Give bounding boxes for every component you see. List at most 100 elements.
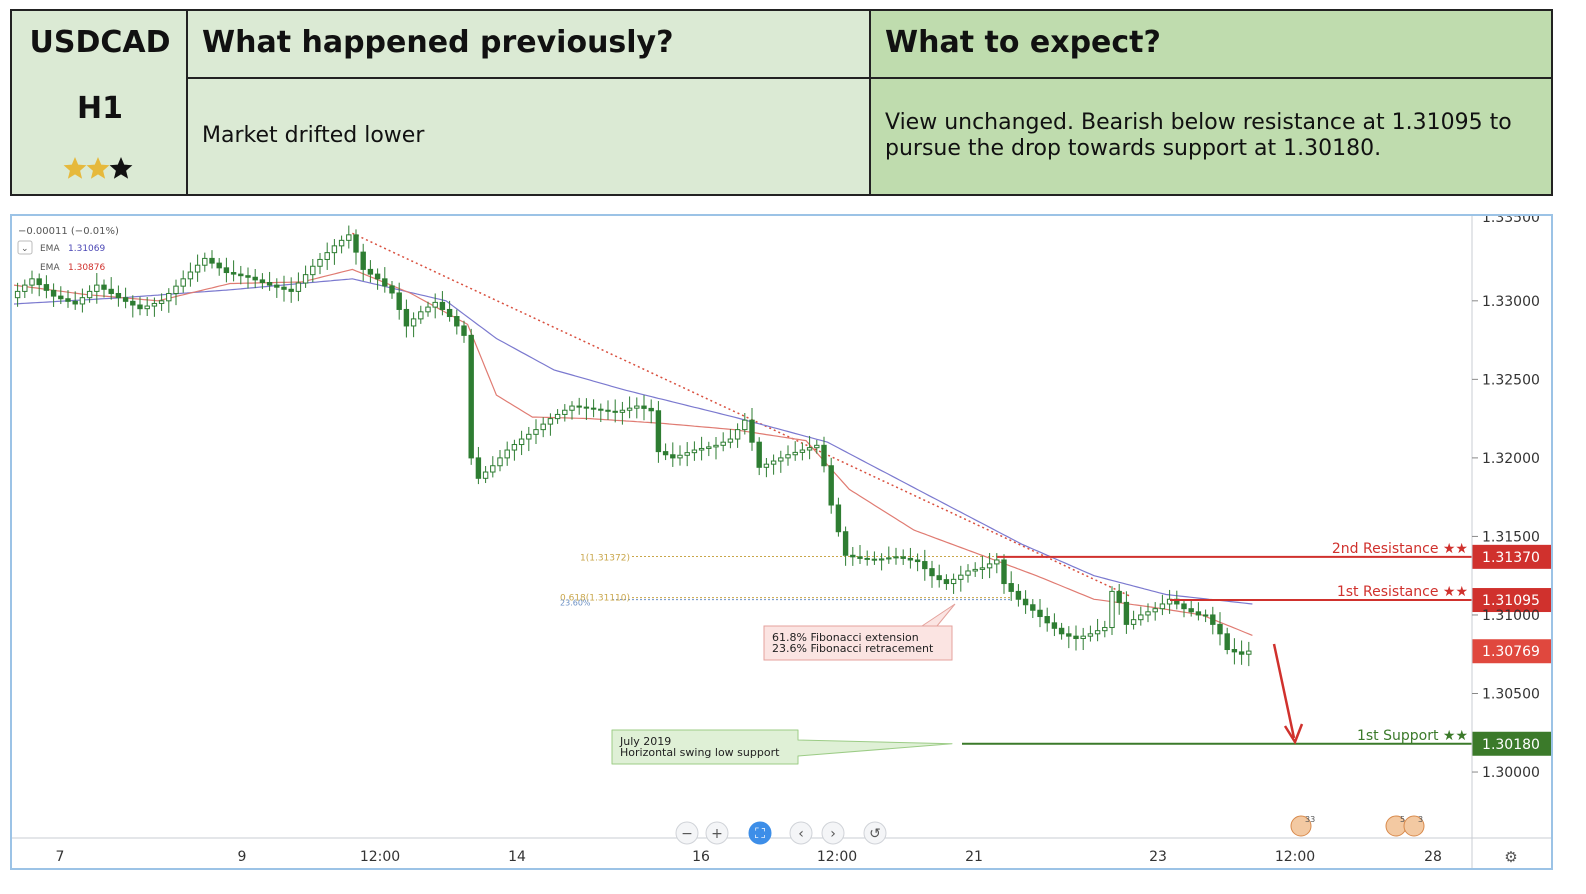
level-price-label: 1.31370 <box>1482 550 1540 566</box>
candle-body <box>770 460 777 465</box>
scroll-left-button[interactable] <box>789 821 813 845</box>
candle-body <box>223 267 230 274</box>
candle-body <box>893 556 899 559</box>
candle-body <box>828 465 834 506</box>
fib-callout-line2: 23.6% Fibonacci retracement <box>772 642 934 655</box>
current-price-label: 1.30769 <box>1482 644 1540 660</box>
settings-gear-icon[interactable]: ⚙ <box>1504 848 1517 866</box>
candle-body <box>749 419 755 443</box>
legend-collapse-button[interactable] <box>17 240 33 255</box>
x-tick-label: 16 <box>692 849 710 865</box>
candle-body <box>50 289 57 297</box>
candle-body <box>1073 635 1079 640</box>
candle-body <box>367 268 374 275</box>
candle-body <box>94 284 100 292</box>
candle-body <box>886 557 892 560</box>
candle-body <box>310 265 316 276</box>
candle-body <box>1087 633 1094 637</box>
fib-callout-line1: 61.8% Fibonacci extension <box>772 631 919 644</box>
candle-body <box>338 239 345 247</box>
candle-body <box>1008 583 1014 592</box>
expect-heading-cell: What to expect? <box>871 11 1551 79</box>
candle-body <box>1210 614 1216 625</box>
candle-body <box>1030 604 1036 611</box>
symbol-cell: USDCAD H1 <box>12 11 188 194</box>
level-price-badge <box>1472 731 1551 756</box>
candle-body <box>216 262 222 269</box>
candle-body <box>137 304 143 310</box>
candle-body <box>317 258 323 267</box>
candle-body <box>194 264 201 273</box>
candle-body <box>986 563 993 569</box>
zoom-in-icon: + <box>711 826 723 842</box>
candle-body <box>1145 611 1151 616</box>
level-name: 2nd Resistance ★★ <box>1332 541 1468 557</box>
expect-heading: What to expect? <box>885 25 1161 60</box>
candle-body <box>151 302 158 307</box>
candle-body <box>583 406 590 409</box>
level-price-label: 1.30180 <box>1482 737 1540 753</box>
candle-body <box>1181 603 1187 610</box>
candle-body <box>230 272 237 275</box>
reset-scale-button[interactable] <box>748 821 772 845</box>
candle-body <box>569 405 575 411</box>
candle-body <box>468 334 474 459</box>
legend-change: −0.00011 (−0.01%) <box>18 226 119 237</box>
previous-heading: What happened previously? <box>202 25 674 60</box>
candle-body <box>648 407 654 412</box>
candle-body <box>490 465 496 473</box>
candle-body <box>238 273 244 277</box>
economic-event-flag-icon[interactable] <box>1403 815 1425 837</box>
timeframe: H1 <box>77 91 123 126</box>
candle-body <box>958 574 964 580</box>
candle-body <box>187 271 194 280</box>
candle-body <box>814 444 820 449</box>
candle-body <box>763 463 770 468</box>
candle-body <box>389 285 395 294</box>
candle-body <box>684 452 690 456</box>
candle-body <box>842 531 849 556</box>
candle-body <box>180 278 186 287</box>
chart-svg[interactable]: 1(1.31372) 0.618(1.31110)23.60% 2nd Resis… <box>12 216 1551 868</box>
current-price-badge <box>1472 639 1551 664</box>
reset-chart-button[interactable] <box>863 821 887 845</box>
fib-extension-618-label: 0.618(1.31110) <box>560 594 630 604</box>
y-tick-label: 1.31500 <box>1482 529 1540 545</box>
price-chart[interactable]: 1(1.31372) 0.618(1.31110) 23.60% 2nd Resis… <box>10 214 1553 870</box>
candle-body <box>274 284 280 288</box>
event-badge-count: 3 <box>1418 815 1423 824</box>
candle-body <box>425 306 431 313</box>
fib-retracement-236-label: 23.60% <box>560 599 591 608</box>
candle-body <box>14 290 21 299</box>
candle-body <box>792 451 798 456</box>
candle-body <box>101 284 107 290</box>
candle-body <box>907 557 914 561</box>
candle-body <box>655 410 662 453</box>
candle-body <box>1238 651 1245 655</box>
event-badge-count: 5 <box>1400 815 1405 824</box>
x-tick-label: 7 <box>56 849 65 865</box>
candle-body <box>576 405 582 408</box>
candle-body <box>22 284 28 292</box>
candle-body <box>36 278 42 286</box>
zoom-out-button[interactable] <box>675 821 699 845</box>
candle-body <box>1051 622 1058 629</box>
zoom-in-button[interactable] <box>705 821 729 845</box>
x-tick-label: 14 <box>508 849 526 865</box>
scroll-right-button[interactable] <box>821 821 845 845</box>
candle-body <box>1094 630 1101 635</box>
legend-ema2-value: 1.30876 <box>68 263 105 273</box>
candle-body <box>698 447 705 451</box>
candle-body <box>1044 616 1050 624</box>
candle-body <box>1217 623 1223 635</box>
expect-text: View unchanged. Bearish below resistance… <box>885 110 1512 162</box>
candle-body <box>252 276 258 281</box>
y-tick-label: 1.30500 <box>1482 686 1540 702</box>
candle-body <box>461 325 467 336</box>
candle-body <box>706 446 712 449</box>
candle-body <box>1102 627 1108 632</box>
level-price-badge <box>1472 544 1551 569</box>
expect-text-line2: pursue the drop towards support at 1.301… <box>885 136 1382 161</box>
economic-event-flag-icon[interactable] <box>1290 815 1312 837</box>
candle-body <box>936 575 942 581</box>
